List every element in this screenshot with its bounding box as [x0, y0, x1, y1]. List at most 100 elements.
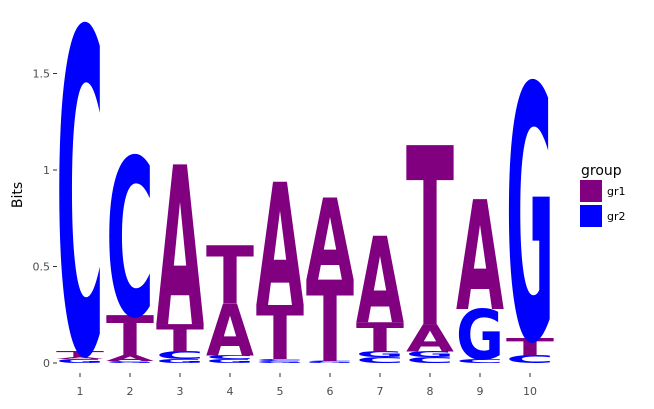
logo-letter-A-pos-3: A: [156, 122, 204, 378]
logo-letter-C-pos-6: C: [306, 361, 354, 363]
logo-letter-glyph: G: [306, 362, 354, 364]
logo-letter-A-pos-5: A: [256, 150, 304, 347]
logo-letter-T-pos-8: T: [406, 96, 454, 383]
logo-letter-C-pos-10: C: [506, 354, 554, 366]
logo-letter-T-pos-2: T: [106, 304, 154, 369]
logo-letter-glyph: G: [56, 358, 104, 364]
logo-letter-G-pos-7: G: [356, 350, 404, 359]
logo-letter-glyph: T: [306, 258, 354, 387]
logo-letter-glyph: A: [56, 357, 104, 360]
logo-letter-glyph: A: [206, 289, 254, 372]
logo-letter-glyph: C: [406, 356, 454, 365]
logo-letter-A-pos-9: A: [456, 170, 504, 345]
legend-title: group: [581, 163, 622, 179]
legend-key-gr2: [580, 205, 602, 227]
logo-letter-glyph: G: [256, 361, 304, 364]
logo-letter-T-pos-3: T: [156, 318, 205, 361]
legend-label-gr2: gr2: [607, 210, 626, 223]
logo-letter-C-pos-5: C: [256, 359, 304, 362]
logo-letter-C-pos-2: C: [106, 113, 154, 366]
y-tick-label: 0: [43, 357, 50, 370]
logo-letter-A-pos-7: A: [356, 213, 404, 351]
logo-letter-glyph: G: [356, 350, 404, 359]
logo-letter-glyph: T: [406, 96, 454, 383]
logo-letter-glyph: T: [106, 304, 154, 369]
logo-letter-glyph: A: [356, 213, 404, 351]
logo-letter-glyph: C: [306, 361, 354, 363]
logo-letter-C-pos-1: C: [56, 0, 104, 409]
x-axis: 1 2 3 4 5 6 7 8 9 10: [77, 373, 537, 398]
logo-letter-C-pos-8: C: [406, 356, 454, 365]
x-tick-label: 6: [327, 385, 334, 398]
logo-letter-G-pos-5: G: [256, 361, 304, 364]
logo-letter-A-pos-1: A: [56, 357, 104, 360]
x-tick-label: 3: [177, 385, 184, 398]
logo-letter-glyph: T: [356, 315, 404, 361]
x-tick-label: 9: [477, 385, 484, 398]
logo-letter-T-pos-10: T: [506, 334, 554, 362]
logo-letter-glyph: T: [56, 350, 104, 359]
logo-letter-glyph: T: [256, 291, 304, 377]
y-tick-label: 1.5: [33, 68, 51, 81]
logo-letter-T-pos-4: T: [206, 229, 254, 322]
logo-letter-C-pos-4: C: [206, 354, 254, 360]
logo-letter-A-pos-6: A: [306, 174, 354, 307]
y-axis: 0 0.5 1 1.5: [33, 68, 57, 370]
logo-letter-glyph: G: [456, 297, 504, 377]
logo-letter-G-pos-8: G: [406, 350, 454, 359]
logo-letter-C-pos-7: C: [356, 356, 404, 365]
logo-letter-T-pos-1: T: [56, 350, 104, 359]
logo-letter-glyph: C: [356, 356, 404, 365]
logo-letter-glyph: C: [256, 359, 304, 362]
y-tick-label: 0.5: [33, 261, 51, 274]
logo-letter-glyph: C: [56, 0, 104, 409]
logo-letter-C-pos-9: C: [456, 358, 504, 364]
logo-letter-glyph: A: [456, 170, 504, 345]
logo-letter-G-pos-10: G: [506, 16, 554, 409]
logo-letter-G-pos-2: G: [106, 361, 154, 364]
logo-letter-G-pos-1: G: [56, 358, 104, 364]
x-tick-label: 8: [427, 385, 434, 398]
logo-letter-A-pos-8: A: [406, 318, 455, 361]
logo-letter-glyph: A: [256, 150, 304, 347]
logo-letter-glyph: A: [306, 174, 354, 307]
logo-letter-glyph: C: [106, 113, 154, 366]
logo-letter-glyph: T: [506, 334, 554, 362]
logo-letter-glyph: C: [456, 358, 504, 364]
x-tick-label: 4: [227, 385, 234, 398]
logo-letter-G-pos-3: G: [156, 358, 204, 364]
logo-letter-G-pos-4: G: [206, 358, 254, 364]
logo-letter-glyph: G: [106, 361, 154, 364]
logo-letter-glyph: C: [506, 354, 554, 366]
logo-letter-glyph: G: [506, 16, 554, 409]
logo-letter-T-pos-5: T: [256, 291, 304, 377]
x-tick-label: 7: [377, 385, 384, 398]
logo-letter-glyph: A: [106, 354, 154, 363]
legend-key-gr1: [580, 180, 602, 202]
x-tick-label: 2: [127, 385, 134, 398]
y-axis-title: Bits: [10, 182, 26, 208]
x-tick-label: 10: [523, 385, 537, 398]
legend-label-gr1: gr1: [607, 185, 626, 198]
logo-letter-C-pos-3: C: [156, 350, 204, 362]
logo-letter-T-pos-6: T: [306, 258, 354, 387]
legend: group gr1 gr2: [580, 163, 626, 227]
x-tick-label: 5: [277, 385, 284, 398]
logo-letter-glyph: G: [156, 358, 204, 364]
logo-letter-glyph: G: [406, 350, 454, 359]
logo-letter-T-pos-7: T: [356, 315, 404, 361]
logo-letter-glyph: A: [406, 318, 455, 361]
logo-letter-glyph: A: [156, 122, 204, 378]
logo-letter-G-pos-9: G: [456, 297, 504, 377]
logo-letter-glyph: G: [206, 358, 254, 364]
logo-letter-G-pos-6: G: [306, 362, 354, 364]
logo-letter-glyph: T: [156, 318, 205, 361]
logo-letter-glyph: C: [206, 354, 254, 360]
y-tick-label: 1: [43, 164, 50, 177]
logo-letter-glyph: C: [156, 350, 204, 362]
x-tick-label: 1: [77, 385, 84, 398]
logo-letter-A-pos-2: A: [106, 354, 154, 363]
logo-letter-A-pos-4: A: [206, 289, 254, 372]
